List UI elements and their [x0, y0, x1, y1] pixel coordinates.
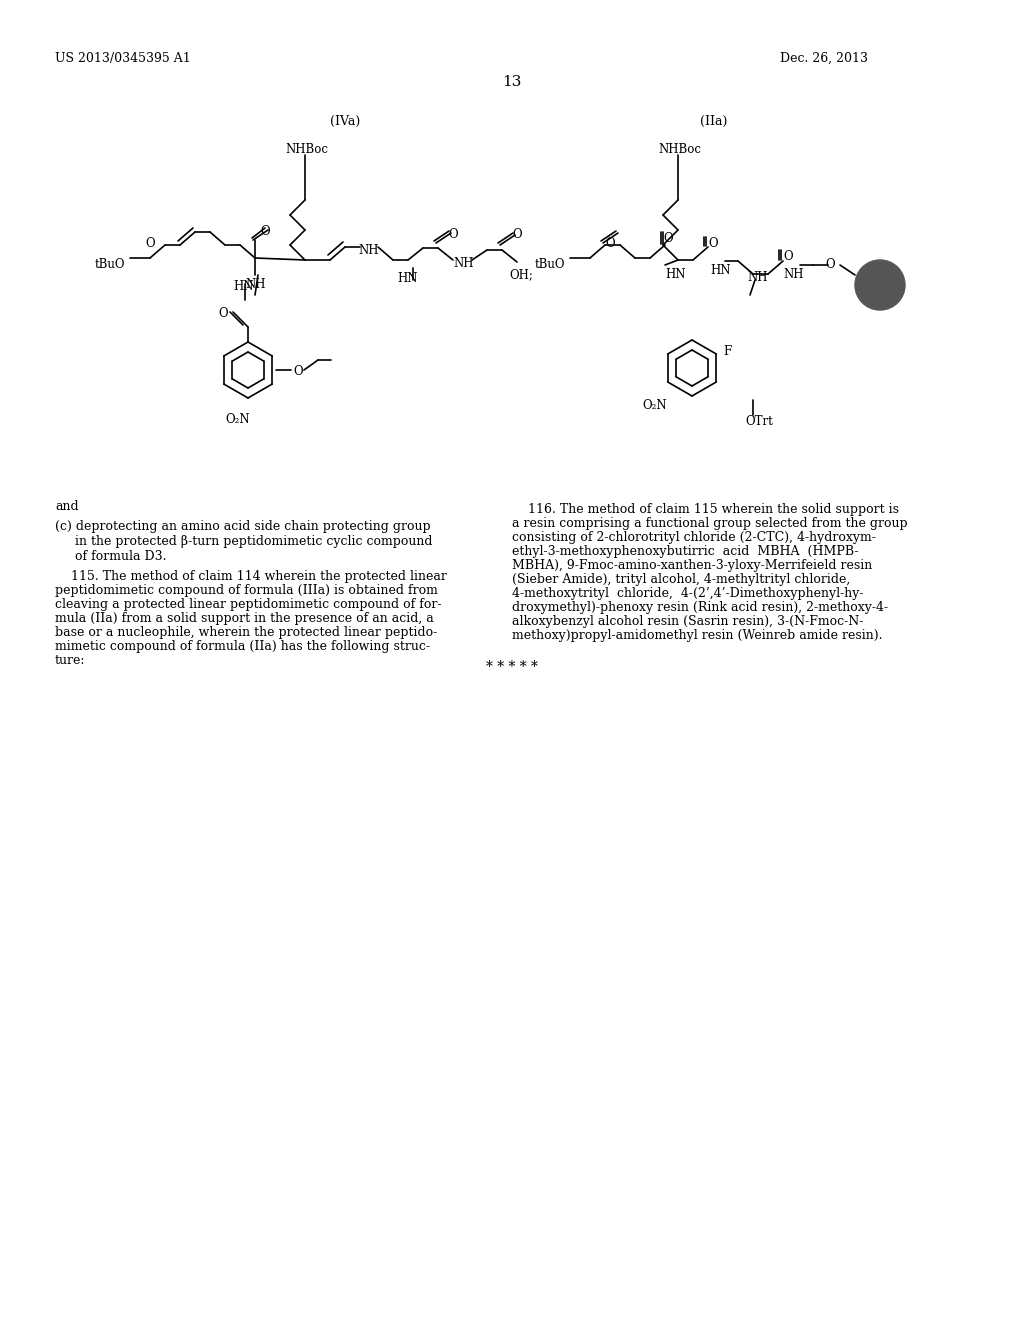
Text: HN: HN: [397, 272, 418, 285]
Text: methoxy)propyl-amidomethyl resin (Weinreb amide resin).: methoxy)propyl-amidomethyl resin (Weinre…: [512, 630, 883, 642]
Text: (c) deprotecting an amino acid side chain protecting group: (c) deprotecting an amino acid side chai…: [55, 520, 431, 533]
Text: droxymethyl)-phenoxy resin (Rink acid resin), 2-methoxy-4-: droxymethyl)-phenoxy resin (Rink acid re…: [512, 601, 888, 614]
Text: NH: NH: [746, 271, 768, 284]
Text: and: and: [55, 500, 79, 513]
Text: OH;: OH;: [509, 268, 532, 281]
Text: 115. The method of claim 114 wherein the protected linear: 115. The method of claim 114 wherein the…: [55, 570, 446, 583]
Text: NH: NH: [783, 268, 804, 281]
Text: HN: HN: [233, 280, 254, 293]
Text: alkoxybenzyl alcohol resin (Sasrin resin), 3-(N-Fmoc-N-: alkoxybenzyl alcohol resin (Sasrin resin…: [512, 615, 863, 628]
Text: HN: HN: [710, 264, 730, 277]
Text: O: O: [825, 257, 835, 271]
Text: tBuO: tBuO: [535, 257, 565, 271]
Text: O: O: [783, 249, 793, 263]
Text: peptidomimetic compound of formula (IIIa) is obtained from: peptidomimetic compound of formula (IIIa…: [55, 583, 438, 597]
Text: base or a nucleophile, wherein the protected linear peptido-: base or a nucleophile, wherein the prote…: [55, 626, 437, 639]
Text: ethyl-3-methoxyphenoxybutirric  acid  MBHA  (HMPB-: ethyl-3-methoxyphenoxybutirric acid MBHA…: [512, 545, 858, 558]
Text: O: O: [512, 228, 521, 242]
Text: NHBoc: NHBoc: [658, 143, 701, 156]
Text: O₂N: O₂N: [225, 413, 250, 426]
Text: * * * * *: * * * * *: [486, 660, 538, 675]
Text: O: O: [218, 308, 227, 319]
Text: Dec. 26, 2013: Dec. 26, 2013: [780, 51, 868, 65]
Text: (IIa): (IIa): [700, 115, 727, 128]
Text: NH: NH: [245, 279, 265, 290]
Text: 4-methoxytrityl  chloride,  4-(2’,4’-Dimethoxyphenyl-hy-: 4-methoxytrityl chloride, 4-(2’,4’-Dimet…: [512, 587, 863, 601]
Text: HN: HN: [665, 268, 685, 281]
Text: OTrt: OTrt: [745, 414, 773, 428]
Text: (Sieber Amide), trityl alcohol, 4-methyltrityl chloride,: (Sieber Amide), trityl alcohol, 4-methyl…: [512, 573, 850, 586]
Text: tBuO: tBuO: [95, 257, 126, 271]
Text: O: O: [145, 238, 155, 249]
Text: MBHA), 9-Fmoc-amino-xanthen-3-yloxy-Merrifeield resin: MBHA), 9-Fmoc-amino-xanthen-3-yloxy-Merr…: [512, 558, 872, 572]
Text: NHBoc: NHBoc: [285, 143, 328, 156]
Text: O: O: [663, 232, 673, 246]
Text: mimetic compound of formula (IIa) has the following struc-: mimetic compound of formula (IIa) has th…: [55, 640, 430, 653]
Text: O: O: [449, 228, 458, 242]
Text: ture:: ture:: [55, 653, 85, 667]
Text: 116. The method of claim 115 wherein the solid support is: 116. The method of claim 115 wherein the…: [512, 503, 899, 516]
Text: of formula D3.: of formula D3.: [75, 550, 167, 564]
Text: a resin comprising a functional group selected from the group: a resin comprising a functional group se…: [512, 517, 907, 531]
Text: (IVa): (IVa): [330, 115, 360, 128]
Text: 13: 13: [503, 75, 521, 88]
Text: O: O: [708, 238, 718, 249]
Text: mula (IIa) from a solid support in the presence of an acid, a: mula (IIa) from a solid support in the p…: [55, 612, 434, 624]
Text: F: F: [723, 345, 731, 358]
Text: NH: NH: [453, 257, 473, 271]
Text: NH: NH: [358, 244, 379, 257]
Text: O: O: [293, 366, 303, 378]
Text: in the protected β-turn peptidomimetic cyclic compound: in the protected β-turn peptidomimetic c…: [75, 535, 432, 548]
Text: cleaving a protected linear peptidomimetic compound of for-: cleaving a protected linear peptidomimet…: [55, 598, 441, 611]
Text: O: O: [260, 224, 269, 238]
Text: O₂N: O₂N: [642, 399, 667, 412]
Text: O: O: [605, 238, 614, 249]
Text: US 2013/0345395 A1: US 2013/0345395 A1: [55, 51, 190, 65]
Text: consisting of 2-chlorotrityl chloride (2-CTC), 4-hydroxym-: consisting of 2-chlorotrityl chloride (2…: [512, 531, 876, 544]
Circle shape: [855, 260, 905, 310]
